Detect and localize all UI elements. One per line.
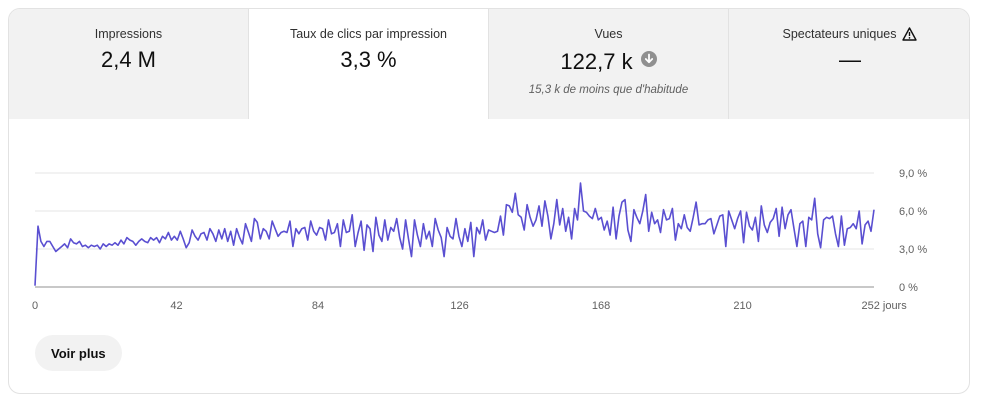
y-tick-label: 0 % <box>899 282 918 294</box>
tab-value: 3,3 % <box>340 47 397 72</box>
tab-unique-viewers[interactable]: Spectateurs uniques — <box>729 9 969 119</box>
tab-value: 122,7 k <box>489 47 728 75</box>
x-tick-label: 210 <box>733 300 751 312</box>
x-tick-label: 84 <box>312 300 324 312</box>
see-more-button[interactable]: Voir plus <box>35 335 122 371</box>
analytics-card: Impressions 2,4 M Taux de clics par impr… <box>8 8 970 394</box>
x-tick-label: 42 <box>170 300 182 312</box>
metric-tabs: Impressions 2,4 M Taux de clics par impr… <box>9 9 969 119</box>
y-tick-label: 3,0 % <box>899 244 927 256</box>
tab-impressions[interactable]: Impressions 2,4 M <box>9 9 249 119</box>
ctr-series-line <box>34 182 875 286</box>
x-tick-label: 168 <box>592 300 610 312</box>
warning-icon[interactable] <box>902 27 918 44</box>
x-tick-label: 252 jours <box>861 300 907 312</box>
tab-views[interactable]: Vues 122,7 k 15,3 k de moins que d'habit… <box>489 9 729 119</box>
x-tick-label: 0 <box>32 300 38 312</box>
y-tick-label: 6,0 % <box>899 206 927 218</box>
y-tick-label: 9,0 % <box>899 168 927 180</box>
tab-subtext: 15,3 k de moins que d'habitude <box>528 84 689 96</box>
tab-value: 2,4 M <box>100 47 157 72</box>
tab-label: Spectateurs uniques <box>729 27 969 44</box>
tab-label: Impressions <box>94 27 163 41</box>
tab-label: Vues <box>594 27 623 41</box>
x-tick-label: 126 <box>450 300 468 312</box>
arrow-down-circle-icon <box>640 47 657 73</box>
ctr-line-chart: 0 % 3,0 % 6,0 % 9,0 % 0 42 84 126 168 210 252 jour… <box>32 168 927 312</box>
chart-area: 0 % 3,0 % 6,0 % 9,0 % 0 42 84 126 168 210 252 jour… <box>9 119 969 319</box>
tab-value: — <box>839 47 861 72</box>
tab-label: Taux de clics par impression <box>289 27 447 41</box>
tab-ctr[interactable]: Taux de clics par impression 3,3 % <box>249 9 489 119</box>
